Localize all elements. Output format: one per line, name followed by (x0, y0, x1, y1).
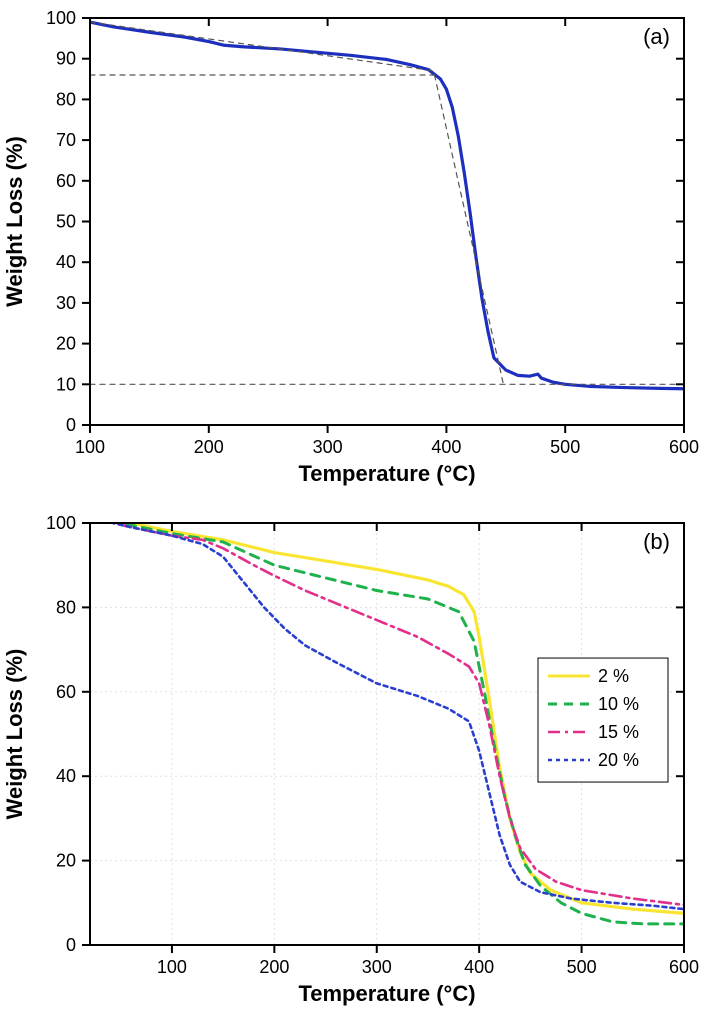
panel-tag: (b) (643, 529, 670, 554)
xtick-label: 300 (362, 957, 392, 977)
ytick-label: 20 (56, 851, 76, 871)
ytick-label: 40 (56, 766, 76, 786)
xtick-label: 200 (194, 437, 224, 457)
panel-a-chart: 100 200 300 400 500 600 0 10 20 30 40 50 60 70 80 90 100… (0, 0, 709, 495)
xtick-label: 200 (259, 957, 289, 977)
figure-page: 1002003004005006000102030405060708090100… (0, 0, 709, 1023)
x-axis-label: Temperature (°C) (298, 461, 475, 486)
ytick-label: 20 (56, 334, 76, 354)
x-axis-label: Temperature (°C) (298, 981, 475, 1006)
ytick-label: 60 (56, 171, 76, 191)
ytick-label: 40 (56, 252, 76, 272)
legend-label: 2 % (598, 666, 629, 686)
y-axis-label: Weight Loss (%) (2, 136, 27, 307)
ytick-label: 50 (56, 212, 76, 232)
legend-label: 10 % (598, 694, 639, 714)
ytick-label: 80 (56, 89, 76, 109)
xtick-label: 500 (567, 957, 597, 977)
xtick-label: 400 (431, 437, 461, 457)
ytick-label: 80 (56, 597, 76, 617)
xtick-label: 600 (669, 437, 699, 457)
xtick-label: 100 (157, 957, 187, 977)
ytick-label: 100 (46, 8, 76, 28)
ytick-label: 10 (56, 374, 76, 394)
ytick-label: 90 (56, 49, 76, 69)
ytick-label: 70 (56, 130, 76, 150)
ytick-label: 0 (66, 935, 76, 955)
xtick-label: 500 (550, 437, 580, 457)
ytick-label: 60 (56, 682, 76, 702)
legend-label: 20 % (598, 750, 639, 770)
ytick-label: 30 (56, 293, 76, 313)
legend-label: 15 % (598, 722, 639, 742)
y-axis-label: Weight Loss (%) (2, 649, 27, 820)
panel-b-chart: 100 200 300 400 500 600 0 20 40 60 80 100 Temperatur… (0, 505, 709, 1015)
xtick-label: 100 (75, 437, 105, 457)
ytick-label: 100 (46, 513, 76, 533)
xtick-label: 300 (313, 437, 343, 457)
panel-tag: (a) (643, 24, 670, 49)
xtick-label: 600 (669, 957, 699, 977)
ytick-label: 0 (66, 415, 76, 435)
xtick-label: 400 (464, 957, 494, 977)
